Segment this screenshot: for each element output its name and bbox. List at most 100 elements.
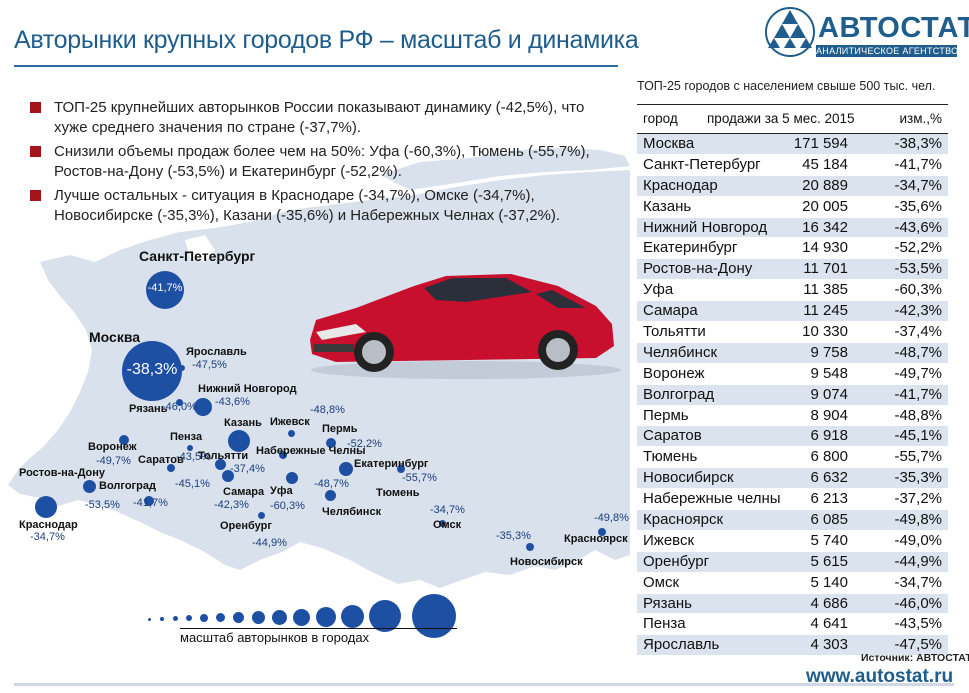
cell-change: -49,7% (894, 364, 942, 382)
bubble-novosibirsk (526, 543, 534, 551)
cell-city: Екатеринбург (643, 239, 738, 257)
cell-change: -44,9% (894, 552, 942, 570)
finding-text: ТОП-25 крупнейших авторынков России пока… (54, 99, 585, 136)
cell-change: -38,3% (894, 135, 942, 152)
bullet-square-icon (30, 102, 41, 113)
legend-dot (272, 610, 287, 625)
cell-city: Саратов (643, 427, 702, 445)
cell-change: -55,7% (894, 448, 942, 466)
cell-change: -34,7% (894, 176, 942, 194)
bubble-kazan (228, 430, 250, 452)
bullet-square-icon (30, 146, 41, 157)
logo-wordmark: АВТОСТАТ (818, 12, 969, 44)
table-row: Тюмень 6 800 -55,7% (637, 447, 948, 469)
table-row: Омск 5 140 -34,7% (637, 572, 948, 594)
bubble-moscow (122, 341, 182, 401)
cell-city: Омск (643, 573, 680, 591)
table-row: Уфа 11 385 -60,3% (637, 280, 948, 302)
orenburg-label: Оренбург (220, 520, 272, 532)
cell-city: Новосибирск (643, 469, 734, 487)
cell-city: Ростов-на-Дону (643, 260, 753, 278)
bubble-rostov (83, 480, 96, 493)
perm-label: Пермь (322, 423, 358, 435)
legend-dot (216, 613, 225, 622)
legend-caption: масштаб авторынков в городах (180, 630, 370, 645)
cell-sales: 8 904 (810, 406, 848, 424)
table-row: Казань 20 005 -35,6% (637, 196, 948, 218)
krasnoyarsk-label: Красноярск (564, 533, 628, 545)
cell-sales: 11 701 (803, 260, 848, 278)
bubble-saratov (167, 464, 175, 472)
bubble-penza (187, 445, 193, 451)
cell-change: -42,3% (894, 302, 942, 320)
table-row: Ярославль 4 303 -47,5% (637, 635, 948, 657)
cell-city: Нижний Новгород (643, 218, 768, 236)
cell-city: Пенза (643, 615, 686, 633)
cell-change: -48,8% (894, 406, 942, 424)
cell-change: -37,4% (894, 323, 942, 341)
ekb-label: Екатеринбург (354, 458, 429, 470)
izhevsk-change: -48,8% (310, 404, 345, 416)
column-header-sales: продажи за 5 мес. 2015 (707, 111, 855, 126)
map-north-islands (380, 148, 630, 190)
omsk-label: Омск (433, 519, 462, 531)
novosibirsk-change: -35,3% (496, 530, 531, 542)
bubble-togliatti (215, 459, 226, 470)
finding-item: Снизили объемы продаж более чем на 50%: … (30, 142, 610, 182)
saratov-label: Саратов (138, 454, 184, 466)
cell-change: -49,0% (894, 531, 942, 549)
bubble-orenburg (258, 512, 265, 519)
cell-sales: 9 074 (810, 385, 848, 403)
table-header: город продажи за 5 мес. 2015 изм.,% (637, 104, 948, 134)
site-link[interactable]: www.autostat.ru (806, 666, 954, 687)
cell-change: -47,5% (894, 636, 942, 654)
ufa-label: Уфа (270, 485, 293, 497)
source-note: Источник: АВТОСТАТ (861, 652, 969, 664)
cell-change: -49,8% (894, 511, 942, 529)
legend-dot (173, 616, 178, 621)
togliatti-label: Тольятти (198, 450, 249, 462)
table-row: Ростов-на-Дону 11 701 -53,5% (637, 259, 948, 281)
bubble-omsk (439, 520, 446, 527)
legend-dot (252, 611, 265, 624)
ryazan-change: -46,0% (162, 401, 197, 413)
table-row: Красноярск 6 085 -49,8% (637, 510, 948, 531)
table-row: Набережные челны 6 213 -37,2% (637, 489, 948, 511)
cell-city: Оренбург (643, 552, 710, 570)
moscow-change: -38,3% (126, 361, 178, 378)
tyumen-label: Тюмень (376, 487, 420, 499)
spb-label: Санкт-Петербург (139, 248, 256, 264)
cell-change: -43,6% (894, 218, 942, 236)
cell-city: Санкт-Петербург (643, 155, 761, 173)
footer-bar (14, 683, 954, 686)
table-row: Пермь 8 904 -48,8% (637, 405, 948, 427)
cell-sales: 5 140 (810, 573, 848, 591)
table-row: Санкт-Петербург 45 184 -41,7% (637, 154, 948, 176)
bubble-ryazan (176, 399, 183, 406)
bubble-nchelny (279, 451, 287, 459)
cell-sales: 45 184 (802, 155, 848, 173)
cell-sales: 5 615 (810, 552, 848, 570)
cell-city: Волгоград (643, 385, 715, 403)
legend-dot (341, 605, 364, 628)
bubble-krasnodar (35, 496, 57, 518)
penza-change: -43,5% (176, 451, 211, 463)
cell-sales: 16 342 (802, 218, 848, 236)
bubble-voronezh (119, 435, 129, 445)
yaroslavl-change: -47,5% (192, 359, 227, 371)
cell-change: -43,5% (894, 615, 942, 633)
cell-city: Набережные челны (643, 490, 781, 508)
legend-dot (412, 594, 456, 638)
cell-city: Самара (643, 302, 698, 320)
cell-city: Тольятти (643, 323, 706, 341)
cell-city: Красноярск (643, 511, 724, 529)
table-row: Тольятти 10 330 -37,4% (637, 322, 948, 343)
legend-dot (293, 609, 310, 626)
voronezh-change: -49,7% (96, 455, 131, 467)
cell-sales: 10 330 (802, 323, 848, 341)
car-image (310, 274, 621, 379)
kazan-label: Казань (224, 417, 262, 429)
table-row: Пенза 4 641 -43,5% (637, 614, 948, 636)
cell-city: Тюмень (643, 448, 698, 466)
